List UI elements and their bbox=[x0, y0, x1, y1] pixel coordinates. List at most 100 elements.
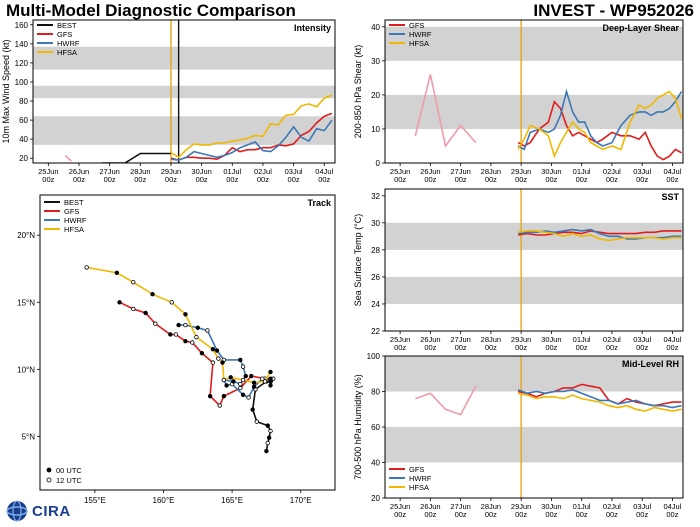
x-tick-label: 26Jun bbox=[420, 167, 440, 176]
series-pre-line bbox=[415, 385, 477, 416]
logo-wordmark: CIRA bbox=[32, 503, 71, 520]
shade-band bbox=[385, 222, 683, 250]
x-tick-label: 00z bbox=[636, 343, 648, 352]
x-tick-label: 01Jul bbox=[573, 335, 591, 344]
track-point bbox=[217, 403, 222, 408]
cira-globe-icon bbox=[6, 500, 28, 522]
track-point bbox=[262, 379, 268, 384]
track-point bbox=[268, 428, 273, 434]
track-point bbox=[221, 377, 227, 383]
track-point bbox=[176, 322, 181, 328]
y-axis-label: 10m Max Wind Speed (kt) bbox=[1, 39, 11, 143]
track-point bbox=[210, 347, 216, 352]
track-point bbox=[194, 334, 199, 340]
y-tick-label: 30 bbox=[371, 219, 380, 228]
track-point bbox=[254, 419, 259, 424]
track-point bbox=[238, 385, 243, 391]
y-tick-label: 140 bbox=[15, 40, 29, 49]
x-tick-label: 30Jun bbox=[541, 335, 561, 344]
x-tick-label: 00z bbox=[606, 510, 618, 519]
x-tick-label: 00z bbox=[545, 175, 557, 184]
track-point bbox=[131, 279, 136, 285]
y-tick-label: 80 bbox=[19, 97, 28, 106]
series-hfsa-line bbox=[517, 230, 682, 242]
x-tick-label: 00z bbox=[485, 343, 497, 352]
y-axis-label: 200-850 hPa Shear (kt) bbox=[353, 45, 363, 139]
x-tick-label: 29Jun bbox=[161, 167, 181, 176]
series-hwrf-line bbox=[517, 88, 683, 151]
track-point bbox=[231, 379, 236, 384]
cira-logo: CIRA bbox=[6, 500, 71, 522]
legend-label: HFSA bbox=[409, 483, 429, 492]
x-tick-label: 00z bbox=[73, 175, 85, 184]
shade-band bbox=[385, 94, 683, 129]
track-point bbox=[268, 379, 273, 384]
series-hfsa-line bbox=[170, 94, 333, 159]
x-tick-label: 30Jun bbox=[541, 167, 561, 176]
x-tick-label: 28Jun bbox=[130, 167, 150, 176]
y-tick-label: 40 bbox=[19, 135, 28, 144]
series-gfs-line bbox=[517, 230, 682, 236]
track-point bbox=[210, 360, 216, 365]
y-axis-label: Sea Surface Temp (°C) bbox=[353, 214, 363, 306]
track-point bbox=[251, 380, 257, 385]
plot-frame bbox=[32, 19, 336, 164]
track-point bbox=[250, 407, 255, 412]
shade-band bbox=[385, 427, 683, 463]
track-point bbox=[240, 364, 246, 369]
x-tick-label: 00z bbox=[545, 343, 557, 352]
x-tick-label: 04Jul bbox=[315, 167, 333, 176]
x-tick-label: 00z bbox=[424, 175, 436, 184]
track-point bbox=[183, 338, 188, 344]
shade-band bbox=[33, 116, 335, 145]
track-point bbox=[268, 369, 273, 375]
track-point bbox=[183, 322, 188, 328]
x-tick-label: 02Jul bbox=[254, 167, 272, 176]
y-tick-label: 40 bbox=[371, 459, 380, 468]
x-tick-label: 27Jun bbox=[450, 335, 470, 344]
shade-band bbox=[33, 46, 335, 70]
panel-title: Track bbox=[307, 198, 332, 208]
legend-label: HFSA bbox=[64, 225, 84, 234]
track-point bbox=[266, 435, 272, 440]
panel-sst: 22242628303225Jun00z26Jun00z27Jun00z28Ju… bbox=[353, 188, 684, 352]
track-point bbox=[117, 300, 122, 305]
x-tick-label: 00z bbox=[545, 510, 557, 519]
track-point bbox=[224, 383, 229, 388]
x-tick-label: 25Jun bbox=[390, 502, 410, 511]
x-tick-label: 00z bbox=[318, 175, 330, 184]
y-axis-label: 700-500 hPa Humidity (%) bbox=[353, 374, 363, 480]
x-tick-label: 170°E bbox=[290, 496, 312, 505]
map-background bbox=[40, 195, 335, 490]
x-tick-label: 00z bbox=[104, 175, 116, 184]
x-tick-label: 00z bbox=[636, 175, 648, 184]
x-tick-label: 01Jul bbox=[573, 502, 591, 511]
legend-label: HWRF bbox=[409, 474, 432, 483]
x-tick-label: 00z bbox=[424, 343, 436, 352]
x-tick-label: 00z bbox=[666, 510, 678, 519]
x-tick-label: 02Jul bbox=[603, 335, 621, 344]
x-tick-label: 26Jun bbox=[420, 502, 440, 511]
series-hfsa-line bbox=[517, 392, 682, 412]
x-tick-label: 00z bbox=[424, 510, 436, 519]
x-tick-label: 03Jul bbox=[633, 335, 651, 344]
x-tick-label: 30Jun bbox=[191, 167, 211, 176]
x-tick-label: 00z bbox=[666, 175, 678, 184]
series-hwrf-line bbox=[170, 119, 333, 161]
x-tick-label: 00z bbox=[42, 175, 54, 184]
y-tick-label: 28 bbox=[371, 246, 380, 255]
x-tick-label: 00z bbox=[134, 175, 146, 184]
x-tick-label: 155°E bbox=[84, 496, 106, 505]
x-tick-label: 00z bbox=[165, 175, 177, 184]
x-tick-label: 00z bbox=[394, 510, 406, 519]
shade-band bbox=[385, 356, 683, 392]
series-hwrf-line bbox=[517, 388, 682, 409]
track-point bbox=[220, 360, 225, 365]
shade-band bbox=[385, 26, 683, 61]
y-tick-label: 60 bbox=[19, 116, 28, 125]
y-tick-label: 20 bbox=[19, 154, 28, 163]
panel-title: SST bbox=[661, 192, 679, 202]
y-tick-label: 80 bbox=[371, 388, 380, 397]
series-pre-line bbox=[64, 154, 72, 162]
x-tick-label: 01Jul bbox=[223, 167, 241, 176]
